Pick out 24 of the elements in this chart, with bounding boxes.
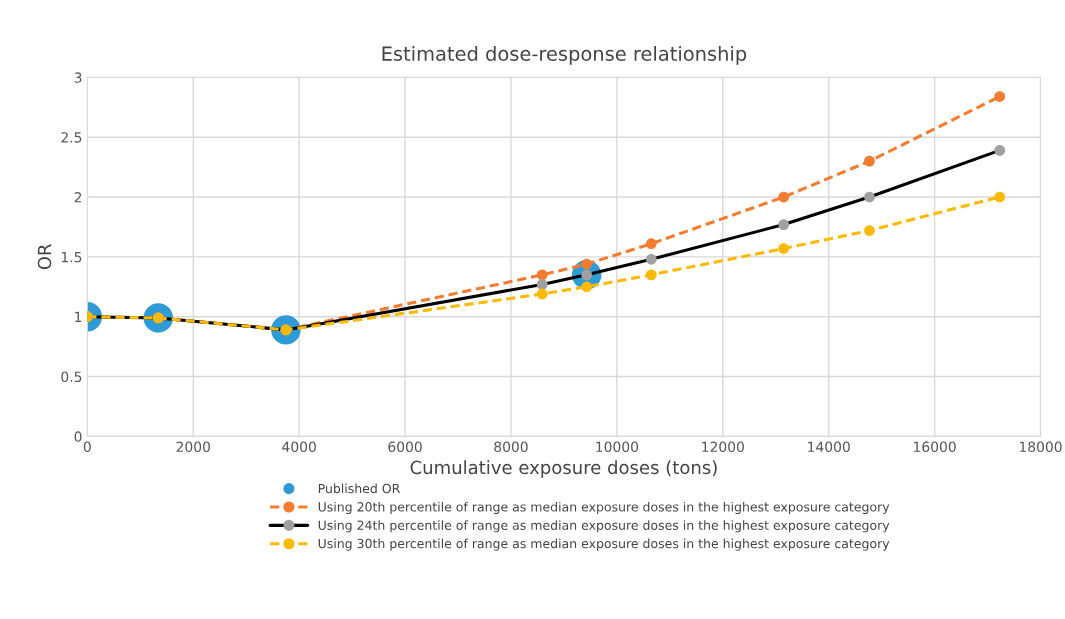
legend-label: Published OR [318, 483, 400, 494]
x-tick-label: 16000 [914, 441, 956, 453]
x-tick-label: 14000 [808, 441, 850, 453]
y-axis-title: OR [37, 244, 52, 270]
x-tick-label: 18000 [1019, 441, 1062, 453]
y-tick-label: 1.5 [61, 252, 82, 263]
x-tick-label: 8000 [494, 441, 528, 453]
y-tick-label: 2.5 [61, 132, 82, 143]
y-tick-label: 1 [75, 311, 82, 322]
legend-label: Using 20th percentile of range as median exposure doses in the highest exposure category [318, 501, 890, 514]
y-tick-label: 2 [74, 192, 82, 203]
x-tick-label: 12000 [702, 441, 744, 453]
x-tick-label: 4000 [282, 441, 316, 453]
x-tick-label: 2000 [176, 441, 210, 453]
x-tick-label: 6000 [388, 441, 422, 453]
legend-label: Using 24th percentile of range as median exposure doses in the highest exposure category [318, 520, 890, 533]
chart-title: Estimated dose-response relationship [382, 45, 747, 65]
x-tick-label: 10000 [596, 441, 639, 453]
x-axis-title: Cumulative exposure doses (tons) [410, 460, 717, 478]
y-tick-label: 3 [74, 72, 82, 83]
x-tick-label: 0 [83, 441, 91, 453]
legend-label: Using 30th percentile of range as median exposure doses in the highest exposure category [318, 538, 890, 551]
y-tick-label: 0.5 [61, 371, 82, 383]
y-tick-label: 0 [74, 431, 82, 442]
